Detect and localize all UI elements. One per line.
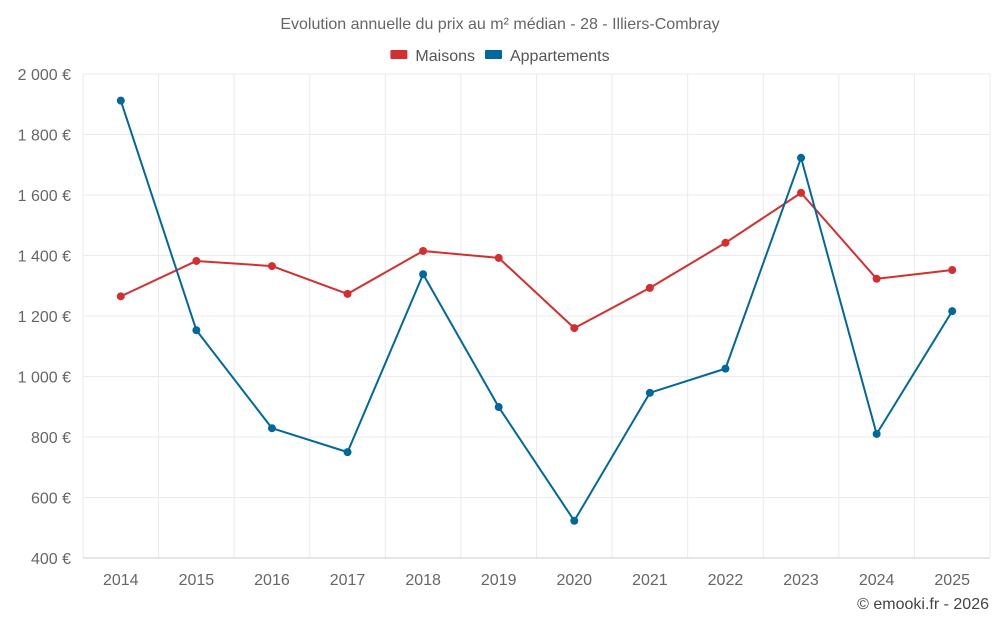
- data-point-appartements[interactable]: [494, 403, 503, 412]
- legend-label: Maisons: [415, 48, 475, 65]
- y-tick-label: 1 400 €: [18, 249, 71, 266]
- data-point-maisons[interactable]: [343, 289, 352, 298]
- x-tick-label: 2024: [859, 572, 895, 589]
- x-tick-label: 2020: [556, 572, 592, 589]
- legend-item-appartements[interactable]: Appartements: [484, 48, 610, 65]
- x-tick-label: 2014: [103, 572, 139, 589]
- data-point-maisons[interactable]: [797, 188, 806, 197]
- credit-text: © emooki.fr - 2026: [857, 596, 989, 613]
- data-point-appartements[interactable]: [797, 153, 806, 162]
- legend: Maisons Appartements: [390, 48, 610, 65]
- data-point-appartements[interactable]: [721, 364, 730, 373]
- legend-label: Appartements: [510, 48, 610, 65]
- data-point-appartements[interactable]: [948, 307, 957, 316]
- y-tick-label: 1 800 €: [18, 128, 71, 145]
- y-tick-label: 400 €: [31, 551, 71, 568]
- data-point-appartements[interactable]: [872, 429, 881, 438]
- x-axis: 2014 2015 2016 2017 2018 2019 2020 2021 2022 2023…: [83, 557, 990, 589]
- x-tick-label: 2018: [405, 572, 441, 589]
- y-tick-label: 800 €: [31, 430, 71, 447]
- x-tick-label: 2022: [708, 572, 744, 589]
- x-tick-label: 2015: [179, 572, 215, 589]
- data-point-appartements[interactable]: [116, 96, 125, 105]
- data-point-maisons[interactable]: [419, 246, 428, 255]
- x-tick-label: 2023: [783, 572, 819, 589]
- series-line-appartements: [119, 100, 954, 522]
- y-tick-label: 1 600 €: [18, 188, 71, 205]
- y-tick-label: 1 200 €: [18, 309, 71, 326]
- data-point-maisons[interactable]: [645, 283, 654, 292]
- y-tick-label: 600 €: [31, 491, 71, 508]
- data-point-maisons[interactable]: [192, 256, 201, 265]
- grid: [82, 73, 991, 559]
- data-point-maisons[interactable]: [570, 324, 579, 333]
- legend-item-maisons[interactable]: Maisons: [390, 48, 475, 65]
- data-point-maisons[interactable]: [872, 274, 881, 283]
- data-point-appartements[interactable]: [419, 270, 428, 279]
- data-point-appartements[interactable]: [192, 326, 201, 335]
- x-tick-label: 2021: [632, 572, 668, 589]
- data-point-maisons[interactable]: [948, 266, 957, 275]
- y-axis: 400 € 600 € 800 € 1 000 € 1 200 € 1 400 € 1 60…: [18, 67, 71, 568]
- data-point-appartements[interactable]: [267, 424, 276, 433]
- data-point-maisons[interactable]: [267, 262, 276, 271]
- data-point-maisons[interactable]: [721, 238, 730, 247]
- data-point-maisons[interactable]: [494, 253, 503, 262]
- data-point-appartements[interactable]: [645, 388, 654, 397]
- y-tick-label: 1 000 €: [18, 370, 71, 387]
- chart-title: Evolution annuelle du prix au m² médian …: [280, 16, 719, 33]
- x-tick-label: 2017: [330, 572, 366, 589]
- series-layer: [116, 96, 957, 525]
- x-tick-label: 2025: [934, 572, 970, 589]
- data-point-appartements[interactable]: [343, 448, 352, 457]
- y-tick-label: 2 000 €: [18, 67, 71, 84]
- x-tick-label: 2016: [254, 572, 290, 589]
- data-point-maisons[interactable]: [116, 292, 125, 301]
- legend-swatch: [390, 50, 408, 59]
- legend-swatch: [484, 50, 502, 59]
- x-tick-label: 2019: [481, 572, 517, 589]
- data-point-appartements[interactable]: [570, 516, 579, 525]
